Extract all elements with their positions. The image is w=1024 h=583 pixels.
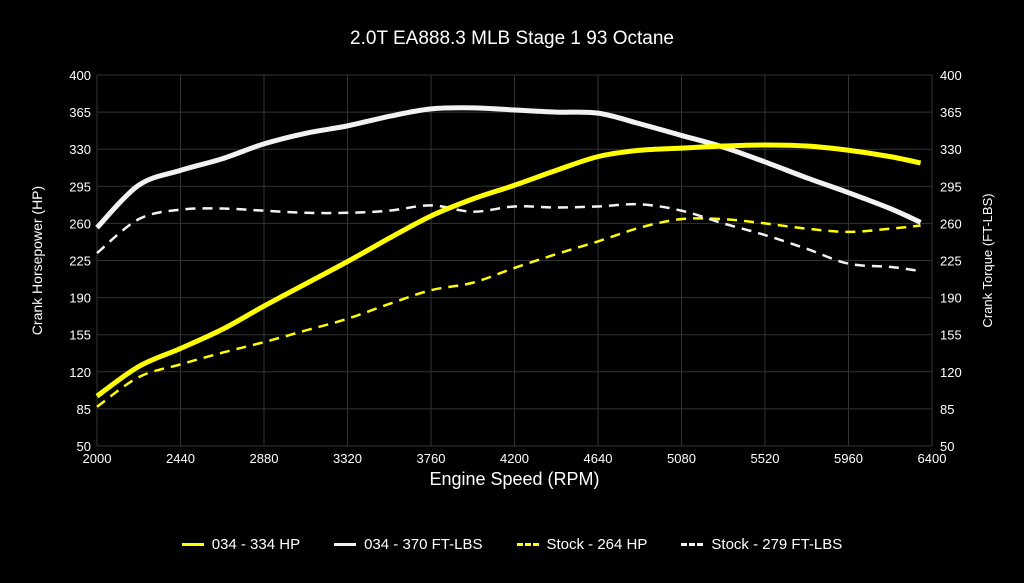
y-tick-label-right: 120 [940, 365, 962, 380]
series-line-3 [96, 217, 921, 408]
legend-item: 034 - 370 FT-LBS [334, 536, 483, 553]
x-tick-label: 2000 [83, 451, 112, 466]
x-tick-label: 4200 [500, 451, 529, 466]
legend-label: 034 - 370 FT-LBS [364, 536, 483, 553]
series-line-2 [95, 105, 922, 230]
x-axis-label: Engine Speed (RPM) [429, 469, 599, 489]
legend-swatch [516, 543, 539, 546]
legend-item: Stock - 279 FT-LBS [681, 536, 842, 553]
x-tick-label: 5960 [834, 451, 863, 466]
y-tick-label-right: 85 [940, 402, 954, 417]
y-tick-label-left: 260 [69, 216, 91, 231]
series-line-1 [95, 142, 922, 399]
y-tick-label-left: 85 [77, 402, 91, 417]
chart-title: 2.0T EA888.3 MLB Stage 1 93 Octane [350, 28, 674, 49]
y-tick-label-right: 155 [940, 328, 962, 343]
y-tick-label-right: 50 [940, 439, 954, 454]
legend-label: 034 - 334 HP [211, 536, 301, 553]
y-tick-label-right: 225 [940, 254, 962, 269]
y-axis-label-left: Crank Horsepower (HP) [29, 186, 45, 335]
legend-swatch [181, 543, 204, 546]
y-axis-label-right: Crank Torque (FT-LBS) [980, 193, 995, 327]
y-tick-label-left: 365 [69, 105, 91, 120]
y-tick-label-right: 260 [940, 216, 962, 231]
legend-swatch [334, 543, 357, 546]
y-tick-label-left: 190 [69, 291, 91, 306]
x-tick-label: 3320 [333, 451, 362, 466]
y-tick-label-left: 295 [69, 179, 91, 194]
y-tick-label-left: 330 [69, 142, 91, 157]
x-tick-label: 3760 [417, 451, 446, 466]
y-tick-label-left: 225 [69, 254, 91, 269]
series-line-4 [96, 202, 921, 273]
x-tick-label: 5520 [751, 451, 780, 466]
legend-item: 034 - 334 HP [181, 536, 301, 553]
x-tick-label: 4640 [584, 451, 613, 466]
x-tick-label: 2440 [166, 451, 195, 466]
y-tick-label-left: 400 [69, 68, 91, 83]
y-tick-label-left: 155 [69, 328, 91, 343]
y-tick-label-left: 50 [77, 439, 91, 454]
y-tick-label-right: 365 [940, 105, 962, 120]
y-tick-label-right: 400 [940, 68, 962, 83]
y-tick-label-right: 190 [940, 291, 962, 306]
y-tick-label-right: 330 [940, 142, 962, 157]
legend: 034 - 334 HP 034 - 370 FT-LBS Stock - 264 … [0, 536, 1024, 553]
legend-label: Stock - 264 HP [546, 536, 648, 553]
y-tick-label-left: 120 [69, 365, 91, 380]
x-tick-label: 2880 [250, 451, 279, 466]
x-tick-label: 5080 [667, 451, 696, 466]
legend-item: Stock - 264 HP [516, 536, 648, 553]
legend-swatch [681, 543, 704, 546]
legend-label: Stock - 279 FT-LBS [711, 536, 843, 553]
y-tick-label-right: 295 [940, 179, 962, 194]
x-tick-label: 6400 [918, 451, 947, 466]
